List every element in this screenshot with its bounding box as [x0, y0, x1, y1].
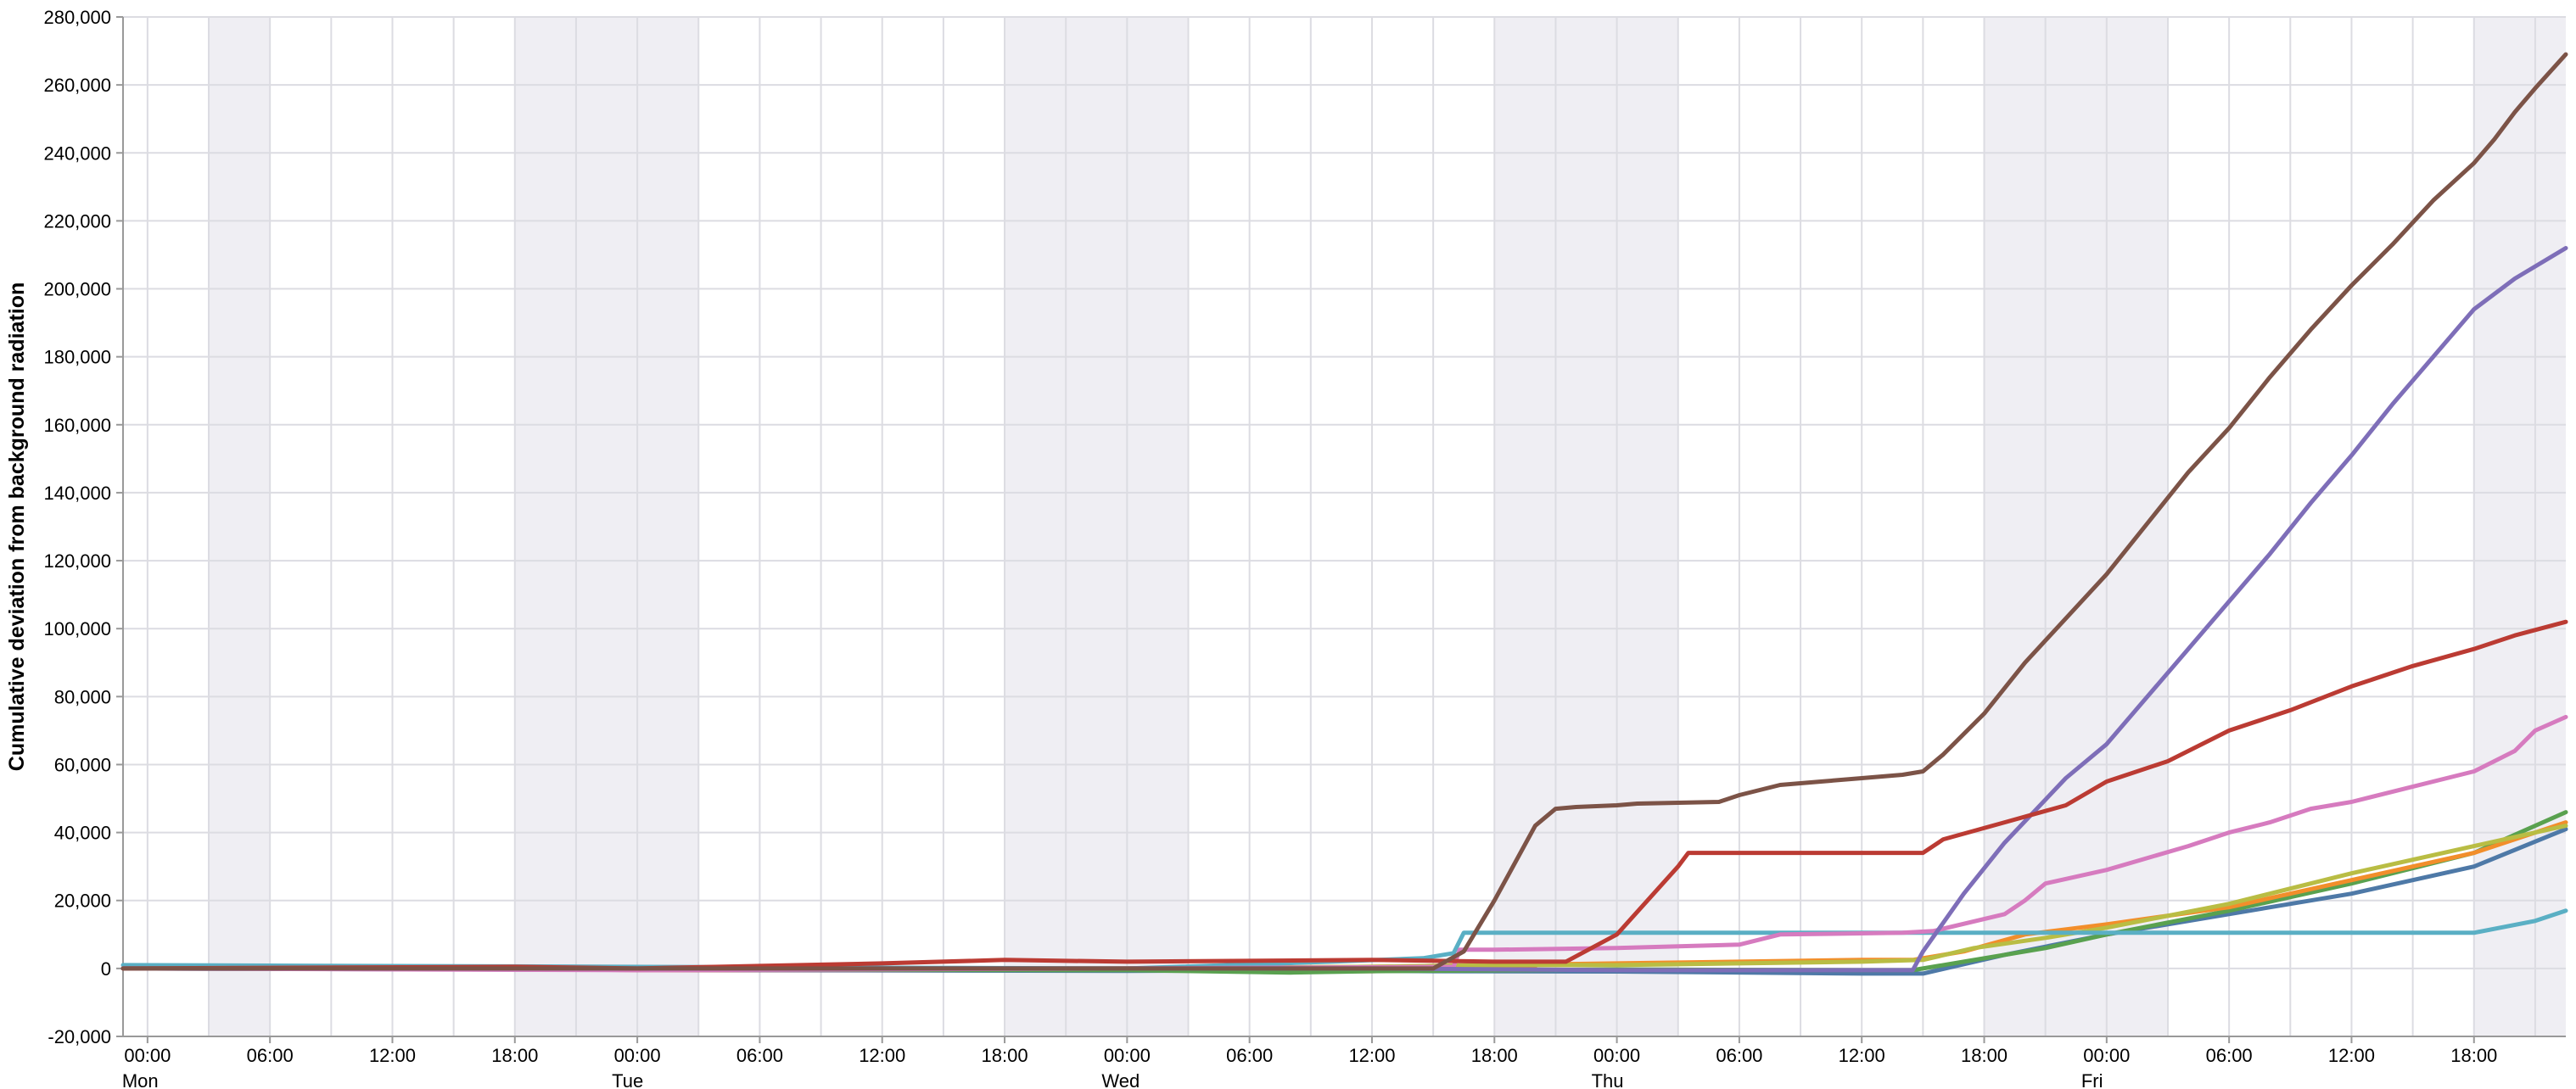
shaded-band	[514, 17, 699, 1036]
x-tick-label: 06:00	[1226, 1045, 1273, 1066]
x-tick-label: 18:00	[2450, 1045, 2497, 1066]
x-tick-label: 06:00	[736, 1045, 783, 1066]
x-tick-label: 00:00	[2083, 1045, 2130, 1066]
x-tick-label: 00:00	[614, 1045, 661, 1066]
x-day-label: Wed	[1101, 1070, 1140, 1089]
x-tick-label: 12:00	[369, 1045, 416, 1066]
shaded-band	[1984, 17, 2168, 1036]
y-tick-label: 240,000	[43, 142, 111, 164]
y-tick-label: 260,000	[43, 75, 111, 96]
x-tick-label: 12:00	[1839, 1045, 1885, 1066]
y-tick-label: 20,000	[54, 891, 111, 912]
y-axis-title: Cumulative deviation from background rad…	[5, 282, 29, 771]
x-tick-label: 06:00	[2206, 1045, 2253, 1066]
shaded-band	[209, 17, 271, 1036]
series-line	[120, 52, 2568, 971]
y-tick-label: 0	[101, 958, 111, 980]
x-day-label: Thu	[1592, 1070, 1624, 1089]
x-tick-label: 06:00	[1716, 1045, 1762, 1066]
x-day-label: Mon	[122, 1070, 159, 1089]
y-tick-label: 280,000	[43, 7, 111, 28]
y-tick-label: 220,000	[43, 210, 111, 232]
x-tick-label: 12:00	[859, 1045, 905, 1066]
y-tick-label: 80,000	[54, 686, 111, 707]
x-tick-label: 18:00	[982, 1045, 1028, 1066]
series-lines	[120, 52, 2568, 976]
tick-labels: -20,000 0 20,000 40,000 60,000 80,000 100,000 1…	[43, 7, 2497, 1089]
x-tick-label: 00:00	[124, 1045, 171, 1066]
x-tick-label: 18:00	[1471, 1045, 1518, 1066]
y-tick-label: 100,000	[43, 618, 111, 639]
y-tick-label: 180,000	[43, 347, 111, 368]
x-tick-label: 00:00	[1104, 1045, 1151, 1066]
x-day-label: Tue	[612, 1070, 643, 1089]
shaded-band	[1494, 17, 1678, 1036]
y-tick-label: 160,000	[43, 415, 111, 436]
y-tick-label: 40,000	[54, 823, 111, 844]
night-bands	[209, 17, 2566, 1036]
series-line	[120, 619, 2568, 971]
y-tick-label: 140,000	[43, 483, 111, 504]
y-tick-label: 60,000	[54, 754, 111, 775]
y-tick-label: -20,000	[48, 1026, 111, 1047]
axes	[116, 16, 2566, 1043]
x-tick-label: 12:00	[2328, 1045, 2375, 1066]
x-day-label: Fri	[2081, 1070, 2103, 1089]
shaded-band	[1005, 17, 1189, 1036]
series-line	[120, 246, 2568, 973]
x-tick-label: 12:00	[1348, 1045, 1395, 1066]
x-tick-label: 00:00	[1593, 1045, 1640, 1066]
y-tick-label: 120,000	[43, 550, 111, 572]
y-tick-label: 200,000	[43, 279, 111, 300]
x-tick-label: 18:00	[491, 1045, 538, 1066]
x-tick-label: 18:00	[1961, 1045, 2008, 1066]
x-tick-label: 06:00	[247, 1045, 294, 1066]
shaded-band	[2473, 17, 2566, 1036]
